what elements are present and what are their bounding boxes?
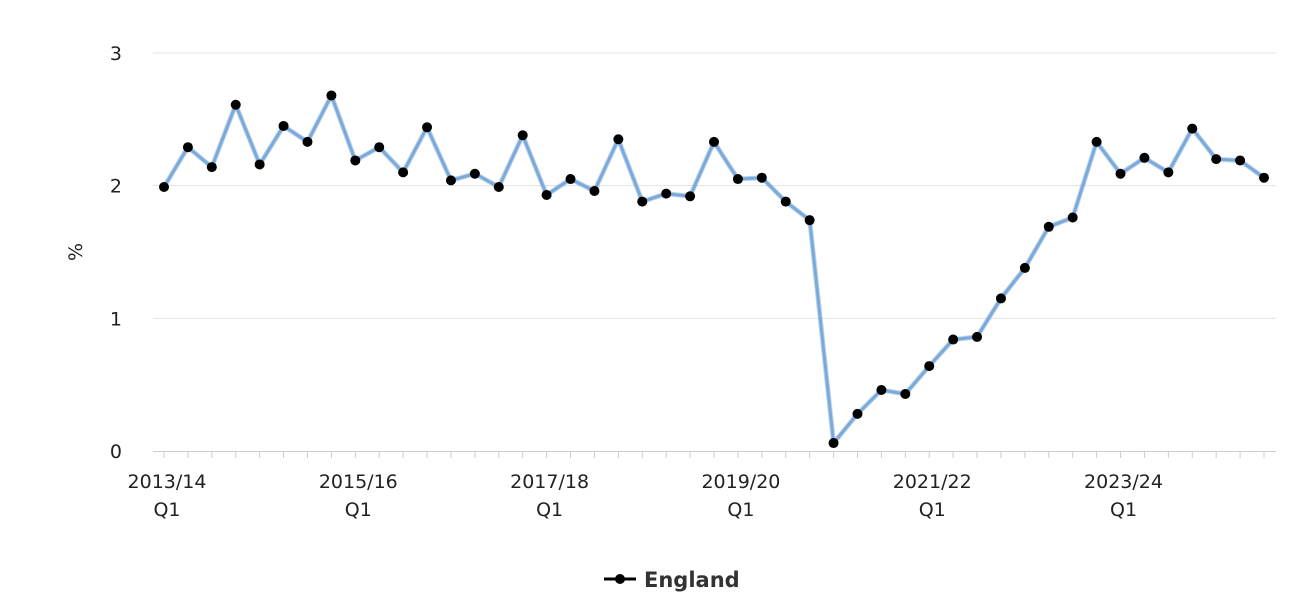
series-england <box>159 90 1269 449</box>
data-point[interactable] <box>445 175 456 186</box>
data-point[interactable] <box>1067 212 1078 223</box>
data-point[interactable] <box>565 174 576 185</box>
data-point[interactable] <box>1163 167 1174 178</box>
legend-label-england: England <box>644 568 740 592</box>
data-point[interactable] <box>1259 172 1269 183</box>
data-point[interactable] <box>900 388 911 399</box>
data-point[interactable] <box>350 155 361 166</box>
data-point[interactable] <box>1187 123 1198 134</box>
data-point[interactable] <box>254 159 265 170</box>
data-point[interactable] <box>493 181 504 192</box>
data-point[interactable] <box>828 438 839 449</box>
legend[interactable]: England <box>604 568 740 592</box>
data-point[interactable] <box>1139 152 1150 163</box>
data-point[interactable] <box>924 361 935 372</box>
data-point[interactable] <box>541 189 552 200</box>
x-tick-label: 2021/22 <box>893 471 972 493</box>
data-point[interactable] <box>230 99 241 110</box>
data-point[interactable] <box>804 215 815 226</box>
x-tick-label: 2015/16 <box>319 471 398 493</box>
data-point[interactable] <box>302 136 313 147</box>
data-point[interactable] <box>1115 168 1126 179</box>
data-point[interactable] <box>661 188 672 199</box>
data-point[interactable] <box>589 185 600 196</box>
x-tick-label-quarter: Q1 <box>153 499 180 521</box>
data-point[interactable] <box>398 167 409 178</box>
data-point[interactable] <box>685 191 696 202</box>
x-tick-label-quarter: Q1 <box>536 499 563 521</box>
data-point[interactable] <box>182 142 193 153</box>
legend-marker-icon <box>615 574 625 584</box>
data-point[interactable] <box>709 136 719 147</box>
data-point[interactable] <box>1091 136 1102 147</box>
y-tick-label: 3 <box>110 43 122 65</box>
x-tick-label: 2017/18 <box>510 471 589 493</box>
x-axis: 2013/14 Q1 2015/16 Q1 2017/18 Q1 2019/20 Q1 2021… <box>128 451 1276 521</box>
data-point[interactable] <box>469 168 480 179</box>
data-point[interactable] <box>326 90 337 101</box>
y-axis-title: % <box>65 243 87 261</box>
data-point[interactable] <box>948 334 959 345</box>
x-tick-label-quarter: Q1 <box>919 499 946 521</box>
data-point[interactable] <box>637 196 648 207</box>
data-point[interactable] <box>278 120 289 131</box>
series-line-shadow <box>161 93 1266 446</box>
x-tick-label: 2023/24 <box>1084 471 1163 493</box>
gridlines <box>153 52 1276 319</box>
data-point[interactable] <box>756 172 767 183</box>
x-tick-label-quarter: Q1 <box>727 499 754 521</box>
data-point[interactable] <box>972 331 983 342</box>
x-tick-label: 2019/20 <box>701 471 780 493</box>
y-tick-label: 2 <box>110 176 122 198</box>
data-point[interactable] <box>1019 262 1030 273</box>
data-point[interactable] <box>852 408 863 419</box>
data-point[interactable] <box>613 134 624 145</box>
x-tick-label: 2013/14 <box>128 471 207 493</box>
data-point[interactable] <box>995 293 1006 304</box>
data-point[interactable] <box>517 130 528 141</box>
y-tick-label: 1 <box>110 308 122 330</box>
y-axis-ticks: 0 1 2 3 <box>110 43 122 463</box>
data-point[interactable] <box>732 174 743 185</box>
data-point[interactable] <box>876 384 887 395</box>
data-point[interactable] <box>374 142 385 153</box>
y-tick-label: 0 <box>110 441 122 463</box>
data-point[interactable] <box>1211 154 1222 165</box>
x-tick-label-quarter: Q1 <box>1110 499 1137 521</box>
data-point[interactable] <box>206 162 217 173</box>
data-point[interactable] <box>780 196 791 207</box>
data-point[interactable] <box>1235 155 1246 166</box>
data-point[interactable] <box>422 122 433 133</box>
data-point[interactable] <box>1043 221 1054 232</box>
data-point[interactable] <box>159 181 169 192</box>
x-tick-label-quarter: Q1 <box>345 499 372 521</box>
